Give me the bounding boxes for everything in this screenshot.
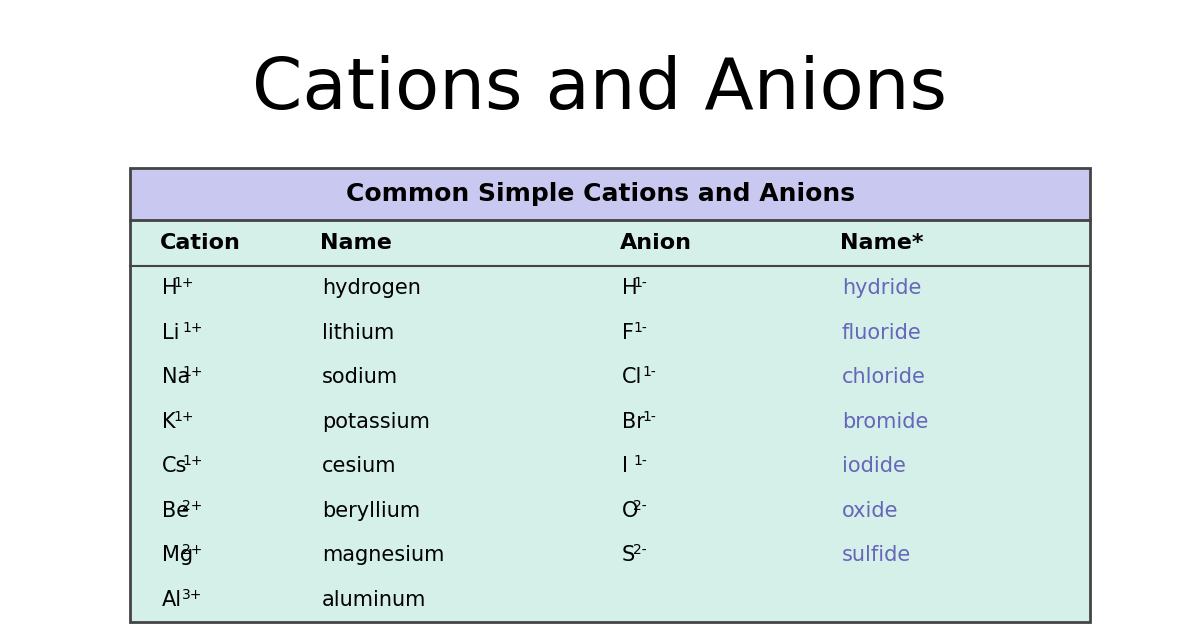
Text: Na: Na [162, 367, 191, 387]
Text: 3+: 3+ [182, 588, 203, 602]
Text: S: S [622, 545, 635, 565]
Text: O: O [622, 501, 638, 521]
Text: cesium: cesium [322, 456, 396, 476]
Text: hydride: hydride [842, 278, 922, 298]
Text: hydrogen: hydrogen [322, 278, 421, 298]
Text: 1+: 1+ [174, 276, 194, 290]
Text: 1+: 1+ [182, 321, 203, 335]
Text: Cl: Cl [622, 367, 642, 387]
Text: Anion: Anion [620, 233, 692, 253]
Text: oxide: oxide [842, 501, 899, 521]
Text: 2-: 2- [634, 499, 647, 513]
Text: 1-: 1- [642, 410, 655, 424]
Text: Cation: Cation [160, 233, 241, 253]
Text: magnesium: magnesium [322, 545, 444, 565]
Text: Cations and Anions: Cations and Anions [252, 55, 948, 124]
Text: 1+: 1+ [182, 365, 203, 379]
Text: Br: Br [622, 412, 644, 432]
Text: Al: Al [162, 590, 182, 610]
Text: Name*: Name* [840, 233, 924, 253]
Text: 2+: 2+ [182, 543, 203, 558]
Text: 1-: 1- [642, 365, 655, 379]
Text: sodium: sodium [322, 367, 398, 387]
Text: bromide: bromide [842, 412, 929, 432]
Text: potassium: potassium [322, 412, 430, 432]
Text: F: F [622, 323, 634, 343]
Text: Name: Name [320, 233, 392, 253]
Text: 1-: 1- [634, 276, 647, 290]
Text: fluoride: fluoride [842, 323, 922, 343]
Text: H: H [622, 278, 637, 298]
Text: 1-: 1- [634, 454, 647, 468]
Text: 2-: 2- [634, 543, 647, 558]
Text: 2+: 2+ [182, 499, 203, 513]
Text: Common Simple Cations and Anions: Common Simple Cations and Anions [346, 182, 854, 206]
Text: beryllium: beryllium [322, 501, 420, 521]
Text: iodide: iodide [842, 456, 906, 476]
Text: chloride: chloride [842, 367, 926, 387]
Text: Be: Be [162, 501, 190, 521]
Text: I: I [622, 456, 628, 476]
Text: aluminum: aluminum [322, 590, 426, 610]
Text: 1+: 1+ [174, 410, 194, 424]
Text: 1+: 1+ [182, 454, 203, 468]
Bar [130, 168, 1090, 220]
Text: lithium: lithium [322, 323, 395, 343]
Text: Cs: Cs [162, 456, 187, 476]
Text: sulfide: sulfide [842, 545, 911, 565]
Text: 1-: 1- [634, 321, 647, 335]
Text: K: K [162, 412, 175, 432]
Text: Mg: Mg [162, 545, 193, 565]
Text: H: H [162, 278, 178, 298]
Text: Li: Li [162, 323, 180, 343]
